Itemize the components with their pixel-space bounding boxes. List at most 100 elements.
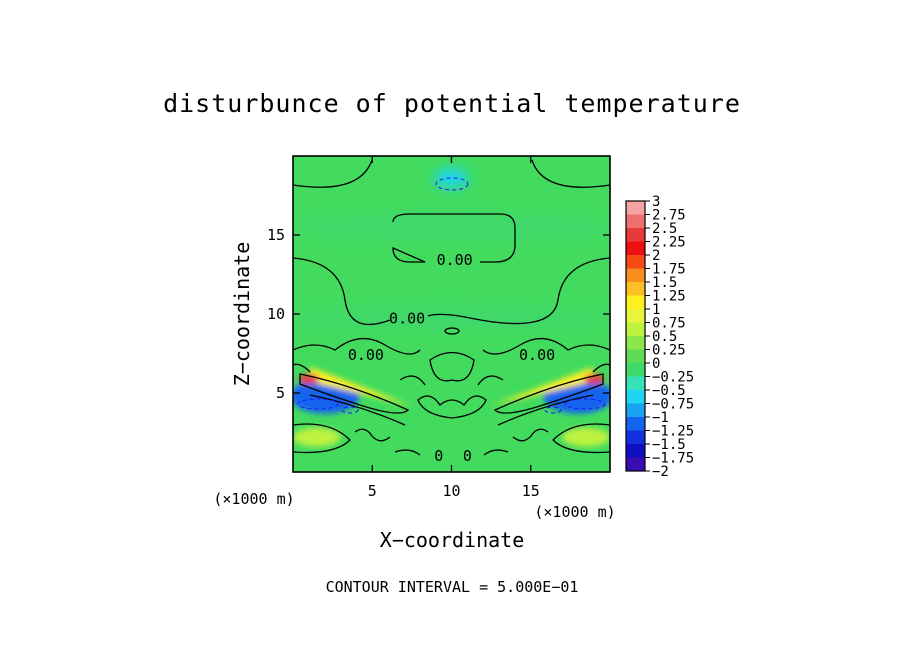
- colorbar-swatch: [626, 201, 645, 215]
- colorbar-label: −0.5: [652, 383, 686, 399]
- colorbar-swatch: [626, 336, 645, 350]
- contour-top-right: [531, 159, 610, 188]
- colorbar-label: −0.25: [652, 370, 694, 386]
- contour-center-c: [399, 375, 426, 386]
- colorbar-label: 2.25: [652, 235, 686, 251]
- plot-area: 0.00 0.00 0.00 0.00 0 0: [293, 156, 610, 472]
- colorbar-swatch: [626, 295, 645, 310]
- y-tick-label: 10: [267, 305, 285, 323]
- colorbar-swatch: [626, 457, 645, 472]
- contour-label-4: 0: [434, 447, 443, 465]
- colorbar-label: 0: [652, 356, 660, 372]
- colorbar-swatch: [626, 363, 645, 377]
- contour-streak-left-2: [309, 394, 406, 426]
- neg-contour-right-2: [544, 406, 562, 414]
- contour-bottom-right: [552, 423, 610, 454]
- contour-streak-right: [493, 373, 604, 414]
- y-axis-ticks: 5 10 15: [267, 226, 610, 402]
- colorbar-swatch: [626, 241, 645, 256]
- chart-title: disturbunce of potential temperature: [163, 89, 741, 118]
- field-cool-band-5: [293, 307, 610, 330]
- field-warm-streak-7: [491, 367, 597, 406]
- contour-mid-left: [293, 257, 391, 326]
- contour-bottom-left: [293, 423, 351, 454]
- contour-mid-right: [427, 257, 610, 325]
- colorbar-swatch: [626, 309, 645, 323]
- colorbar-label: −0.75: [652, 397, 694, 413]
- colorbar-label: 1.75: [652, 262, 686, 278]
- field-cool-band-4: [293, 212, 610, 242]
- contour-streak-edge-right: [592, 363, 610, 373]
- contour-lines: [293, 159, 610, 456]
- field-cold-cell-3: [434, 168, 469, 188]
- x-tick-label: 15: [522, 482, 540, 500]
- x-axis-label: X−coordinate: [380, 528, 525, 552]
- negative-contours: [297, 177, 606, 414]
- x-axis-ticks: 5 10 15: [368, 156, 540, 500]
- colorbar-label: 3: [652, 194, 660, 210]
- x-tick-label: 10: [442, 482, 460, 500]
- contour-labels: 0.00 0.00 0.00 0.00 0 0: [348, 251, 555, 465]
- colorbar-swatch: [626, 376, 645, 391]
- contour-top-left: [293, 159, 373, 188]
- contour-streak-left: [299, 373, 410, 414]
- colorbar-label: 0.75: [652, 316, 686, 332]
- contour-label-3: 0.00: [519, 346, 555, 364]
- contour-streak-edge-left: [293, 363, 311, 373]
- colorbar-swatch: [626, 255, 645, 269]
- temperature-field: [293, 168, 610, 447]
- colorbar-label: 1.25: [652, 289, 686, 305]
- x-unit-left: (×1000 m): [213, 490, 294, 508]
- colorbar-label: 2.5: [652, 221, 677, 237]
- contour-bottom-squiggle-right: [512, 428, 549, 442]
- colorbar-swatch: [626, 390, 645, 404]
- y-tick-label: 5: [276, 384, 285, 402]
- contour-low-left: [293, 338, 421, 355]
- contour-upper-loop: [392, 213, 516, 263]
- colorbar-swatch: [626, 349, 645, 364]
- y-axis-label: Z−coordinate: [230, 242, 254, 387]
- neg-contour-right: [564, 398, 606, 410]
- contour-center-d: [477, 375, 504, 386]
- contour-streak-right-2: [497, 394, 594, 426]
- x-tick-label: 5: [368, 482, 377, 500]
- colorbar-swatch: [626, 228, 645, 242]
- field-warm-lens-11: [562, 427, 610, 447]
- field-hot-core-9: [584, 373, 605, 384]
- colorbar-label: −1.75: [652, 451, 694, 467]
- contour-low-right: [482, 338, 610, 355]
- field-warm-streak-6: [306, 367, 412, 406]
- field-warm-lens-10: [293, 427, 341, 447]
- colorbar-label: −1.5: [652, 437, 686, 453]
- colorbar-label: 0.5: [652, 329, 677, 345]
- neg-contour-top: [435, 177, 469, 191]
- colorbar-label: −1.25: [652, 424, 694, 440]
- field-hot-core-8: [298, 373, 319, 384]
- colorbar-label: 2.75: [652, 208, 686, 224]
- colorbar-label: 0.25: [652, 343, 686, 359]
- contour-label-1: 0.00: [389, 309, 425, 327]
- contour-label-0: 0.00: [437, 251, 473, 269]
- contour-center-a: [429, 351, 475, 382]
- colorbar-swatch: [626, 322, 645, 337]
- colorbar-label: 1: [652, 302, 660, 318]
- colorbar-label: −2: [652, 464, 669, 480]
- colorbar-swatch: [626, 214, 645, 229]
- neg-contour-left: [297, 398, 339, 410]
- colorbar-label: 1.5: [652, 275, 677, 291]
- colorbar-swatch: [626, 444, 645, 458]
- contour-bottom-squiggle-left: [354, 428, 391, 442]
- colorbar-swatch: [626, 282, 645, 296]
- contour-label-2: 0.00: [348, 346, 384, 364]
- contour-label-5: 0: [463, 447, 472, 465]
- contour-center-b: [417, 395, 487, 419]
- colorbar-swatch: [626, 403, 645, 418]
- contour-interval-note: CONTOUR INTERVAL = 5.000E−01: [326, 578, 579, 596]
- neg-contour-left-2: [341, 406, 359, 414]
- colorbar-swatch: [626, 268, 645, 283]
- colorbar-label: 2: [652, 248, 660, 264]
- colorbar: 32.752.52.2521.751.51.2510.750.50.250−0.…: [625, 194, 694, 480]
- colorbar-swatch: [626, 430, 645, 445]
- x-unit-right: (×1000 m): [534, 503, 615, 521]
